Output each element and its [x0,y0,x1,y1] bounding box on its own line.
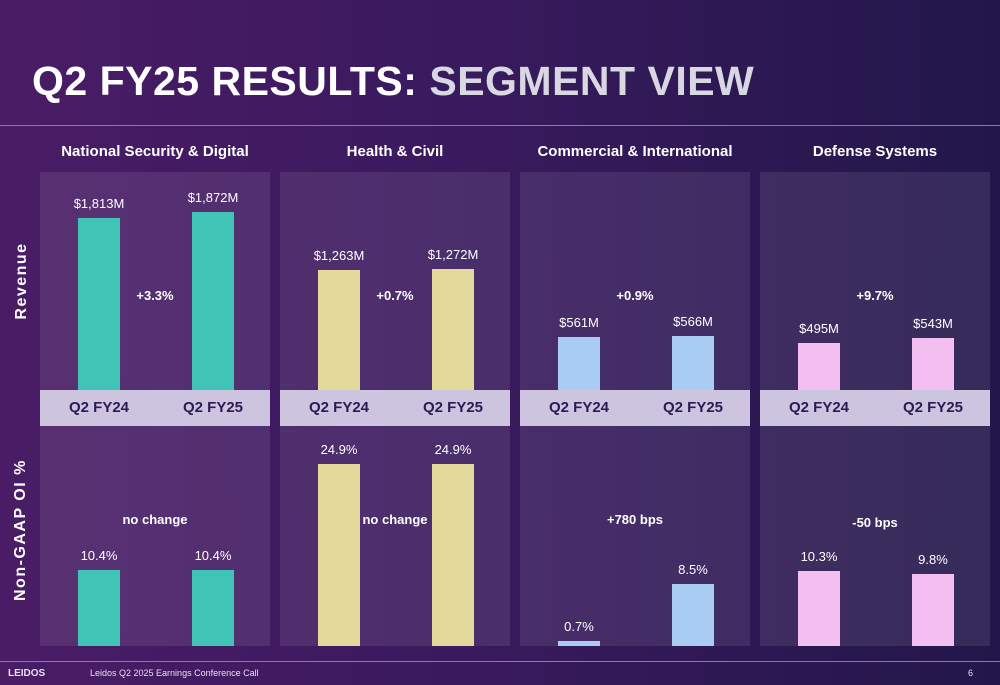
oi-change-label: no change [362,512,428,527]
revenue-panel [760,172,990,390]
revenue-value-label: $561M [559,314,599,330]
segment-title: Health & Civil [346,143,444,160]
revenue-change-label: +3.3% [136,288,174,303]
page-number: 6 [968,668,974,678]
revenue-panel [280,172,510,390]
revenue-change-label: +0.9% [616,288,654,303]
oi-value-label: 10.3% [800,548,838,564]
period-band [520,390,750,426]
oi-bar [912,574,954,646]
oi-bar [672,583,714,646]
oi-panel [40,426,270,646]
footer-text: Leidos Q2 2025 Earnings Conference Call [90,668,259,678]
oi-value-label: 9.8% [918,552,948,568]
oi-change-label: no change [122,512,188,527]
oi-panel [280,426,510,646]
revenue-value-label: $1,813M [73,195,125,211]
oi-bar [558,640,600,646]
revenue-value-label: $543M [913,316,953,332]
period-label: Q2 FY25 [902,399,964,416]
oi-value-label: 8.5% [678,561,708,577]
slide-title: Q2 FY25 RESULTS: SEGMENT VIEW [32,58,754,105]
oi-panel [520,426,750,646]
revenue-bar [672,336,714,390]
revenue-bar [798,342,840,390]
period-label: Q2 FY24 [548,399,610,416]
footer-logo: LEIDOS [8,668,46,679]
revenue-bar [432,269,474,390]
oi-value-label: 10.4% [194,547,232,563]
title-part-1: Q2 FY25 RESULTS: [32,58,418,104]
revenue-value-label: $1,272M [427,247,479,263]
oi-bar [798,570,840,646]
revenue-bar [318,269,360,390]
row-label-oi: Non-GAAP OI % [12,459,29,601]
oi-value-label: 0.7% [564,618,594,634]
oi-bar [318,464,360,646]
oi-bar [192,569,234,646]
footer-divider [0,661,1000,662]
segment-title: Commercial & International [537,143,733,160]
revenue-change-label: +9.7% [856,288,894,303]
revenue-value-label: $566M [673,314,713,330]
segment-title: National Security & Digital [61,143,249,160]
revenue-bar [78,217,120,390]
title-part-2: SEGMENT VIEW [429,58,755,104]
period-label: Q2 FY24 [788,399,850,416]
oi-change-label: -50 bps [852,515,898,530]
oi-value-label: 24.9% [320,442,358,457]
period-label: Q2 FY25 [662,399,724,416]
period-band [40,390,270,426]
period-label: Q2 FY24 [308,399,370,416]
oi-bar [432,464,474,646]
oi-panel [760,426,990,646]
revenue-value-label: $495M [799,320,839,336]
period-label: Q2 FY25 [182,399,244,416]
period-label: Q2 FY25 [422,399,484,416]
oi-value-label: 24.9% [434,442,472,457]
revenue-change-label: +0.7% [376,288,414,303]
oi-value-label: 10.4% [80,547,118,563]
row-label-revenue: Revenue [13,242,30,320]
revenue-value-label: $1,263M [313,247,365,263]
revenue-bar [912,338,954,390]
revenue-value-label: $1,872M [187,190,239,205]
revenue-bar [192,212,234,390]
oi-bar [78,569,120,646]
title-divider [0,125,1000,126]
revenue-bar [558,336,600,390]
revenue-panel [520,172,750,390]
period-label: Q2 FY24 [68,399,130,416]
segment-title: Defense Systems [812,143,938,160]
oi-change-label: +780 bps [606,512,663,527]
period-band [280,390,510,426]
period-band [760,390,990,426]
